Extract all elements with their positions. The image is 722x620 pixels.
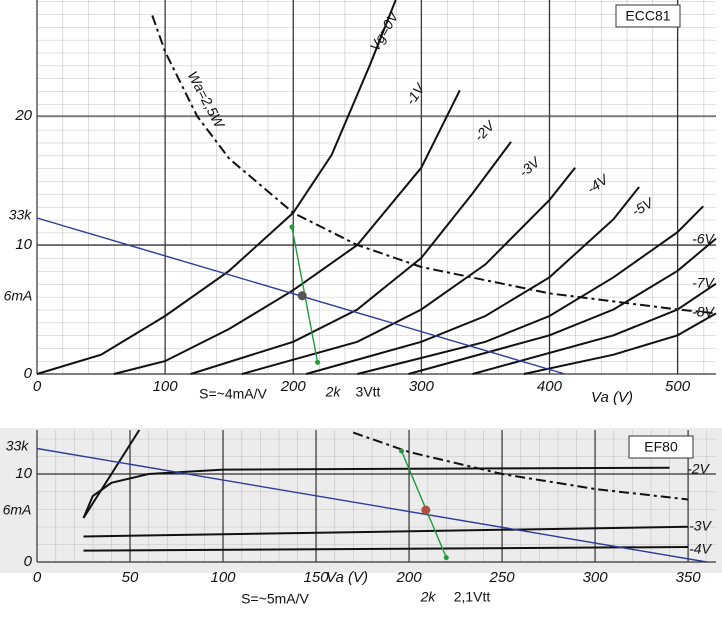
y-tick-label: 20: [14, 107, 32, 124]
x-tick-label: 400: [537, 378, 563, 395]
x-tick-label: 300: [583, 569, 609, 586]
curve: [305, 186, 640, 375]
curve: [352, 431, 689, 501]
y-tick-label: 0: [24, 365, 33, 382]
curve: [151, 15, 717, 315]
series-label: -7V: [692, 275, 715, 291]
operating-point: [297, 291, 307, 301]
curve: [83, 525, 689, 538]
x-axis-label: Va (V): [326, 569, 368, 586]
curve: [82, 429, 141, 519]
chart-title: EF80: [644, 439, 678, 455]
x-tick-label: 0: [33, 378, 42, 395]
curve: [36, 0, 397, 375]
x-tick-label: 100: [211, 569, 237, 586]
curve: [408, 237, 717, 375]
x-tick-label: 350: [676, 569, 702, 586]
series-label: -3V: [689, 518, 712, 534]
curve: [190, 141, 512, 375]
series-label: 2k: [420, 589, 437, 605]
x-tick-label: 200: [396, 569, 423, 586]
x-tick-label: 100: [153, 378, 179, 395]
x-tick-label: 250: [489, 569, 516, 586]
x-axis-label: Va (V): [591, 389, 633, 406]
series-label: 6mA: [3, 502, 32, 518]
operating-point: [421, 505, 431, 515]
curve: [83, 546, 689, 552]
line-end: [289, 224, 295, 230]
title-box: [628, 435, 694, 459]
y-tick-label: 0: [24, 553, 33, 570]
series-label: -4V: [689, 541, 712, 557]
curve: [523, 312, 717, 375]
curve: [400, 450, 447, 558]
annotation: 2,1Vtt: [454, 589, 491, 605]
curve: [36, 447, 707, 563]
series-label: 2k: [325, 384, 342, 400]
minor-grid: [37, 430, 716, 562]
y-tick-label: 10: [15, 236, 32, 253]
line-end: [315, 359, 321, 365]
curve: [472, 282, 717, 375]
line-end: [399, 448, 405, 454]
annotation: S=~4mA/V: [199, 386, 267, 402]
line-end: [443, 555, 449, 561]
x-tick-label: 0: [33, 569, 42, 586]
chart-title: ECC81: [625, 8, 670, 24]
x-tick-label: 300: [409, 378, 435, 395]
x-tick-label: 50: [122, 569, 139, 586]
annotation: S=~5mA/V: [241, 591, 309, 607]
curve: [241, 167, 576, 375]
annotation: 3Vtt: [356, 384, 381, 400]
title-box: [615, 4, 681, 28]
y-tick-label: 10: [15, 465, 32, 482]
series-label: 6mA: [4, 288, 33, 304]
series-label: -2V: [687, 461, 710, 477]
minor-grid: [37, 0, 716, 374]
series-label: -6V: [692, 231, 715, 247]
x-tick-label: 500: [665, 378, 691, 395]
x-tick-label: 150: [304, 569, 330, 586]
curve: [113, 89, 461, 375]
series-label: 33k: [9, 207, 33, 223]
x-tick-label: 200: [280, 378, 307, 395]
series-label: 33k: [6, 438, 30, 454]
